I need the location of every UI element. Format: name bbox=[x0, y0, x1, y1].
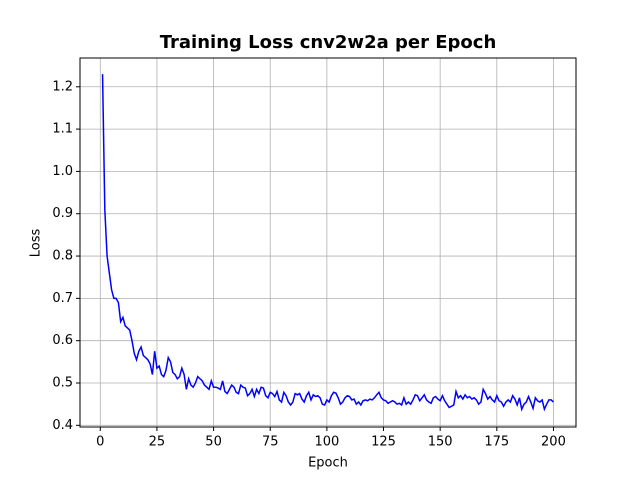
y-tick-label: 0.8 bbox=[52, 249, 73, 264]
x-tick-label: 150 bbox=[428, 435, 453, 450]
loss-line bbox=[101, 74, 554, 412]
y-tick-label: 0.9 bbox=[52, 206, 73, 221]
axes-frame bbox=[79, 57, 577, 428]
y-tick-label: 0.5 bbox=[52, 375, 73, 390]
y-tick-label: 1.0 bbox=[52, 164, 73, 179]
x-tick-label: 25 bbox=[149, 435, 166, 450]
x-axis-label: Epoch bbox=[308, 456, 348, 471]
y-tick-label: 0.4 bbox=[52, 418, 73, 433]
x-tick-label: 100 bbox=[314, 435, 339, 450]
y-tick-label: 1.1 bbox=[52, 122, 73, 137]
x-tick-label: 0 bbox=[96, 435, 104, 450]
y-tick-label: 0.6 bbox=[52, 333, 73, 348]
x-tick-label: 175 bbox=[484, 435, 509, 450]
y-tick-label: 1.2 bbox=[52, 79, 73, 94]
y-tick-label: 0.7 bbox=[52, 291, 73, 306]
x-tick-label: 125 bbox=[371, 435, 396, 450]
y-axis-label: Loss bbox=[29, 229, 44, 258]
chart-title: Training Loss cnv2w2a per Epoch bbox=[160, 32, 497, 53]
x-tick-label: 50 bbox=[205, 435, 222, 450]
x-tick-label: 75 bbox=[262, 435, 279, 450]
x-tick-label: 200 bbox=[541, 435, 566, 450]
